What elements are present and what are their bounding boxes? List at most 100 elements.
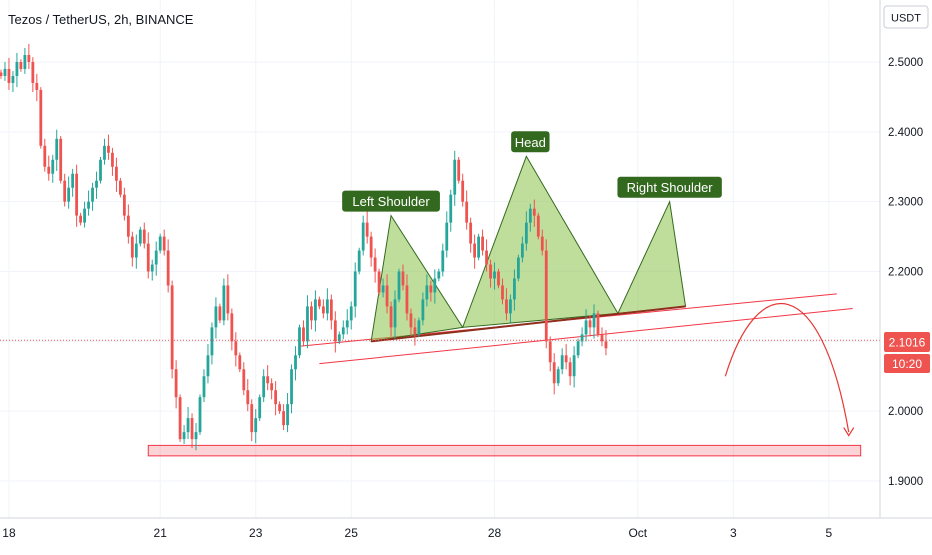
candle [461,173,465,207]
candle-body [218,306,222,321]
price-tick-label: 1.9000 [888,476,923,488]
candle [576,338,580,359]
candle [39,87,43,149]
candle [75,164,79,227]
candle-body [477,236,480,258]
candle [294,346,297,381]
candle [178,394,182,442]
candle-body [564,355,568,363]
candle [489,259,492,288]
candle-body [325,299,329,314]
time-tick-label: 3 [730,526,737,540]
candle [497,268,500,289]
candle-body [314,299,317,321]
candle [485,239,488,272]
currency-button[interactable]: USDT [883,5,929,29]
candle-body [222,285,226,321]
support-zone [147,444,862,457]
candle [429,280,433,302]
price-tick-label: 2.4000 [888,127,923,139]
candle-body [75,173,79,216]
candle [47,155,51,181]
candle-body [290,369,293,405]
projection-arrowhead [843,427,855,437]
pattern-label: Left Shoulder [342,190,440,212]
candle [15,52,19,88]
candle [79,212,82,226]
price-axis[interactable]: 2.50002.40002.30002.20002.10002.00001.90… [888,57,923,488]
price-tick-label: 2.3000 [888,197,923,209]
candle-body [493,271,496,279]
candle [246,379,250,412]
currency-label: USDT [891,13,921,25]
candle-body [79,215,82,223]
time-axis[interactable]: 18 21 23 25 28 Oct 3 5 [2,526,832,540]
time-tick-label: 21 [154,526,168,540]
candle [353,262,357,318]
candle [469,217,473,253]
pattern-label-text: Head [515,135,546,150]
candle-body [250,404,254,433]
candle [345,309,349,335]
candle [413,318,417,346]
candle-body [270,383,274,391]
candle-body [115,166,118,181]
candle-body [333,320,337,342]
candle [437,268,441,282]
time-tick-label: 23 [249,526,263,540]
candle [206,344,210,384]
support-zone-rect [147,444,862,457]
candle-body [441,250,445,272]
candle-body [445,222,449,251]
candle [67,176,71,209]
pattern-labels: Left Shoulder Head Right Shoulder [342,131,722,212]
candle [481,229,484,256]
candle-body [298,327,301,356]
time-tick-label: 18 [2,526,16,540]
candle [401,264,405,291]
candle-body [520,243,524,258]
candle [405,274,409,321]
candle [250,399,254,442]
candle [254,409,258,444]
candle-body [83,208,86,223]
candle-body [556,369,560,384]
time-tick-label: Oct [628,526,647,540]
candle-body [409,313,413,328]
candle [425,274,429,307]
candle [63,173,67,207]
candle-body [258,397,262,419]
candle-body [99,159,102,181]
candle [564,344,568,370]
candle [134,234,138,269]
candle [325,288,329,321]
candle-body [321,306,325,314]
candle-body [130,236,134,258]
price-tick-label: 2.2000 [888,267,923,279]
candle [214,297,218,339]
candle [409,308,413,337]
candle [126,204,130,244]
time-tick-label: 28 [488,526,502,540]
candles [0,43,880,451]
candle-body [310,306,313,321]
last-price-badge: 2.1016 10:20 [884,332,930,373]
last-price: 2.1016 [889,336,926,350]
candle [222,278,226,326]
candle [111,147,114,176]
candle-body [433,278,437,293]
candle [540,229,544,256]
candle-body [31,62,35,83]
candle-body [369,236,373,258]
candle [55,129,59,171]
candle [349,301,353,330]
candle [150,259,154,281]
candle-body [381,285,385,293]
candle-body [242,369,246,391]
candle-body [95,180,98,188]
candle [532,199,536,227]
candle [457,156,461,184]
candle [103,138,106,165]
